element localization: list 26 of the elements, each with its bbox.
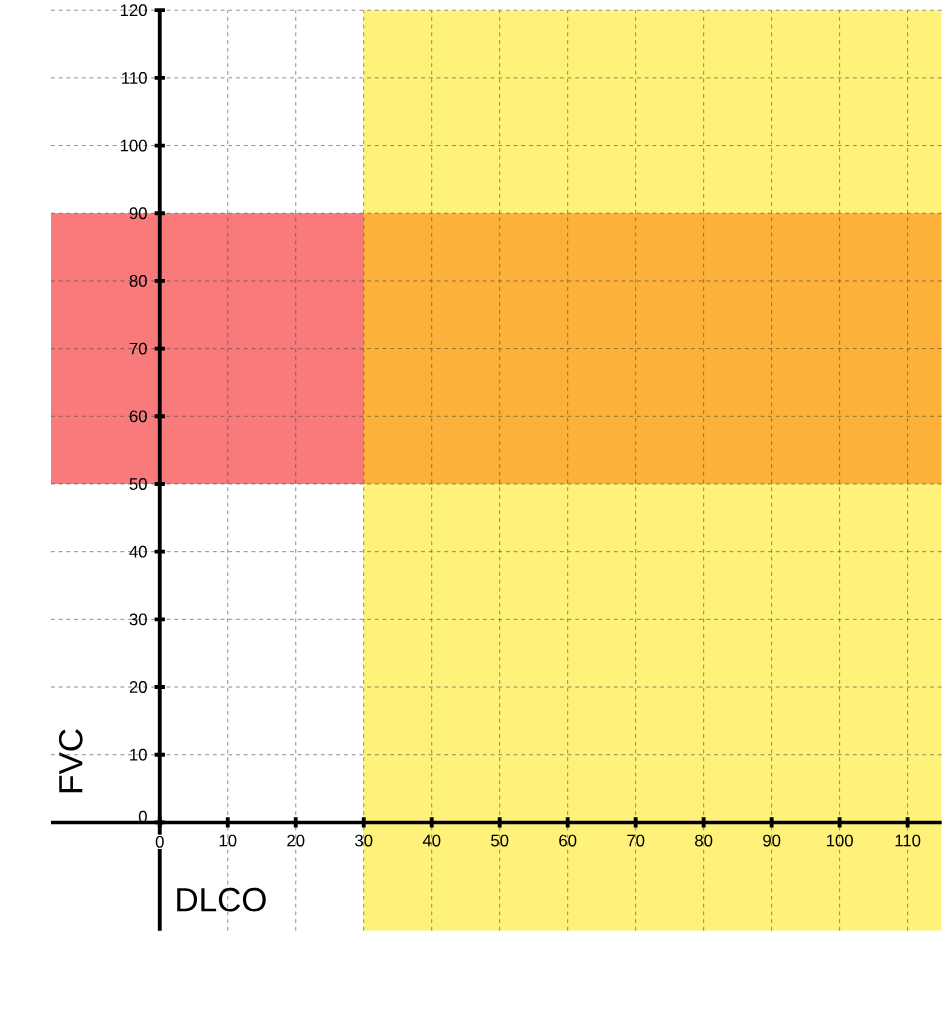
x-tick-label: 30 xyxy=(355,834,373,847)
x-tick-label: 110 xyxy=(895,834,921,847)
y-tick-label: 60 xyxy=(130,410,148,423)
x-tick-label: 90 xyxy=(763,834,781,847)
y-tick-label: 40 xyxy=(129,545,148,558)
x-tick-label: 0 xyxy=(156,835,164,848)
x-axis-title: DLCO xyxy=(177,887,266,912)
x-tick-label: 60 xyxy=(559,834,577,847)
y-axis-title: FVC xyxy=(59,729,83,793)
y-tick-label: 10 xyxy=(130,748,148,761)
x-tick-label: 50 xyxy=(491,834,509,847)
x-tick-label: 80 xyxy=(695,834,713,847)
y-tick-label: 20 xyxy=(130,681,148,693)
y-tick-label: 80 xyxy=(129,275,148,287)
x-tick-label: 10 xyxy=(219,834,237,847)
x-tick-label: 100 xyxy=(827,834,854,847)
y-tick-label: 70 xyxy=(130,342,148,355)
y-tick-label: 110 xyxy=(122,71,148,84)
y-tick-label: 120 xyxy=(121,4,148,17)
x-tick-label: 40 xyxy=(423,834,441,847)
x-tick-label: 20 xyxy=(287,834,305,847)
x-tick-label: 70 xyxy=(627,834,645,847)
y-tick-label: 100 xyxy=(121,139,148,152)
y-tick-label: 50 xyxy=(129,478,148,490)
y-tick-label: 30 xyxy=(129,613,148,626)
y-tick-label: 90 xyxy=(129,207,148,220)
